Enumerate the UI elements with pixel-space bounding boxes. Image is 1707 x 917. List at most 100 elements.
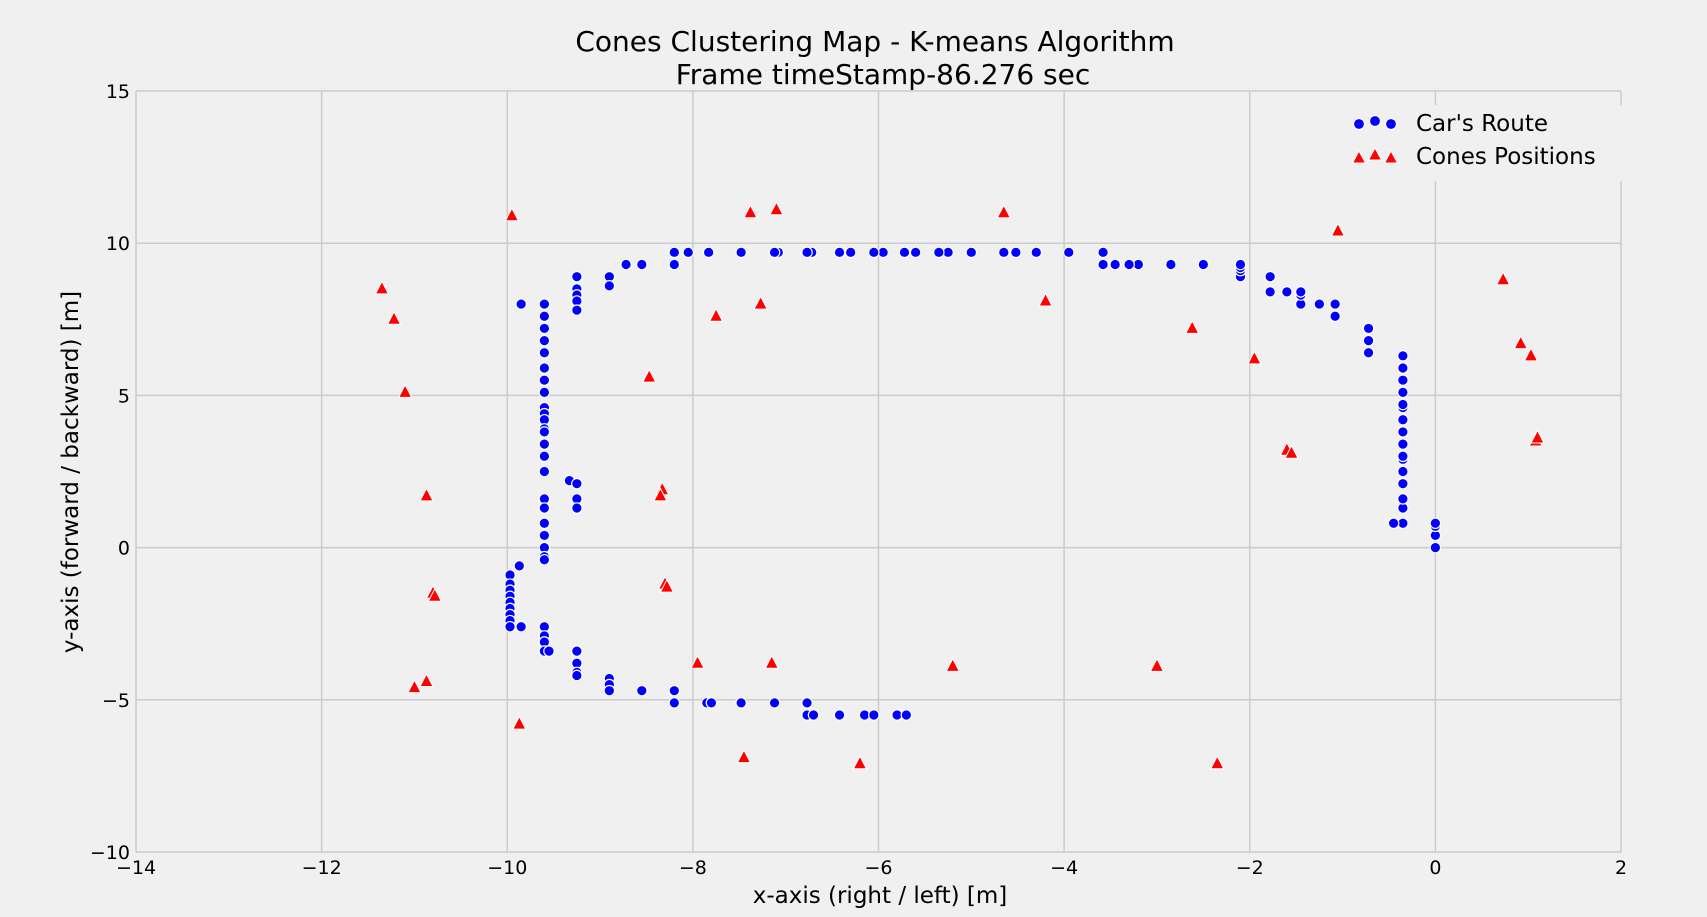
cone-point [1209, 755, 1225, 770]
route-point [1397, 374, 1409, 386]
route-point [1313, 298, 1326, 310]
legend-route-marker [1352, 117, 1366, 131]
route-point [1397, 465, 1409, 478]
route-point [1397, 398, 1409, 411]
route-point [538, 362, 551, 374]
cone-point [1038, 292, 1053, 307]
legend-cones-label: Cones Positions [1416, 144, 1596, 170]
route-point [768, 697, 781, 709]
route-point [1294, 286, 1307, 298]
cone-point [1495, 271, 1511, 286]
route-point [1397, 477, 1409, 490]
route-point [768, 246, 781, 259]
legend: Car's Route Cones Positions [1330, 105, 1626, 181]
legend-route-marker [1384, 117, 1398, 131]
x-tick-label: −2 [1236, 857, 1264, 879]
route-point [603, 684, 616, 697]
x-tick-label: −4 [1050, 857, 1078, 879]
cone-point [1247, 350, 1262, 365]
x-tick-label: −6 [864, 857, 892, 879]
route-point [1429, 517, 1442, 530]
route-point [735, 246, 747, 259]
route-point [1397, 413, 1409, 426]
cone-point [504, 207, 520, 222]
y-tick-label: 0 [118, 538, 130, 560]
x-tick-label: 0 [1429, 857, 1441, 879]
route-point [538, 517, 551, 530]
route-point [538, 465, 551, 478]
route-point [571, 645, 583, 657]
route-point [1097, 258, 1109, 271]
route-point [636, 684, 648, 697]
route-point [1362, 322, 1375, 335]
route-point [1264, 270, 1276, 283]
cone-point [1184, 319, 1200, 334]
route-point [1030, 246, 1043, 259]
route-point [538, 322, 551, 335]
route-point [515, 298, 527, 310]
legend-cone-marker [1351, 149, 1367, 164]
route-point [668, 258, 681, 271]
x-tick-label: 2 [1615, 857, 1627, 879]
cone-point [690, 654, 705, 669]
route-point [1362, 334, 1375, 347]
chart-title: Cones Clustering Map - K-means Algorithm [575, 25, 1174, 58]
route-point [801, 246, 813, 259]
route-point [997, 246, 1010, 259]
route-point [668, 697, 681, 709]
grid [135, 90, 1622, 853]
route-point [636, 258, 648, 271]
cone-point [511, 715, 527, 730]
cone-point [419, 672, 434, 688]
route-point [965, 246, 978, 259]
route-point [571, 270, 583, 283]
x-tick-label: −12 [302, 857, 342, 879]
cone-point [386, 310, 402, 325]
route-point [538, 374, 551, 386]
x-tick-label: −14 [116, 857, 156, 879]
route-point [702, 246, 715, 259]
route-point [1429, 541, 1442, 554]
route-point [538, 438, 551, 450]
route-point [1123, 258, 1135, 271]
cone-point [407, 679, 422, 694]
cone-point [427, 587, 443, 602]
x-tick-label: −10 [487, 857, 527, 879]
route-point [571, 502, 583, 514]
route-point [682, 246, 695, 259]
y-tick-label: −5 [102, 690, 130, 712]
route-point [538, 450, 551, 463]
cone-point [653, 487, 668, 502]
route-point [735, 697, 747, 709]
route-point [515, 620, 527, 633]
y-tick-label: −10 [90, 842, 130, 864]
y-tick-label: 15 [106, 81, 130, 103]
route-point [1097, 246, 1109, 259]
route-point [571, 669, 583, 682]
route-point [898, 246, 911, 259]
route-point [844, 246, 857, 259]
route-point [538, 529, 551, 542]
route-point [1329, 310, 1341, 323]
route-point [571, 477, 583, 490]
legend-item-route: Car's Route [1352, 111, 1548, 137]
cone-point [419, 487, 434, 502]
route-point [668, 246, 681, 259]
route-point [900, 709, 913, 721]
route-point [1397, 493, 1409, 505]
route-point [1197, 258, 1210, 271]
cone-point [708, 307, 724, 322]
route-point [1397, 438, 1409, 450]
legend-item-cones: Cones Positions [1351, 144, 1596, 170]
chart-subtitle: Frame timeStamp-86.276 sec [676, 58, 1091, 91]
cone-point [945, 657, 961, 672]
cone-point [1330, 222, 1346, 237]
route-point [1264, 286, 1276, 298]
route-point [538, 426, 551, 438]
route-point [705, 697, 718, 709]
route-point [571, 304, 583, 316]
cone-point [641, 368, 657, 383]
route-point [668, 684, 681, 697]
route-point [538, 310, 551, 323]
